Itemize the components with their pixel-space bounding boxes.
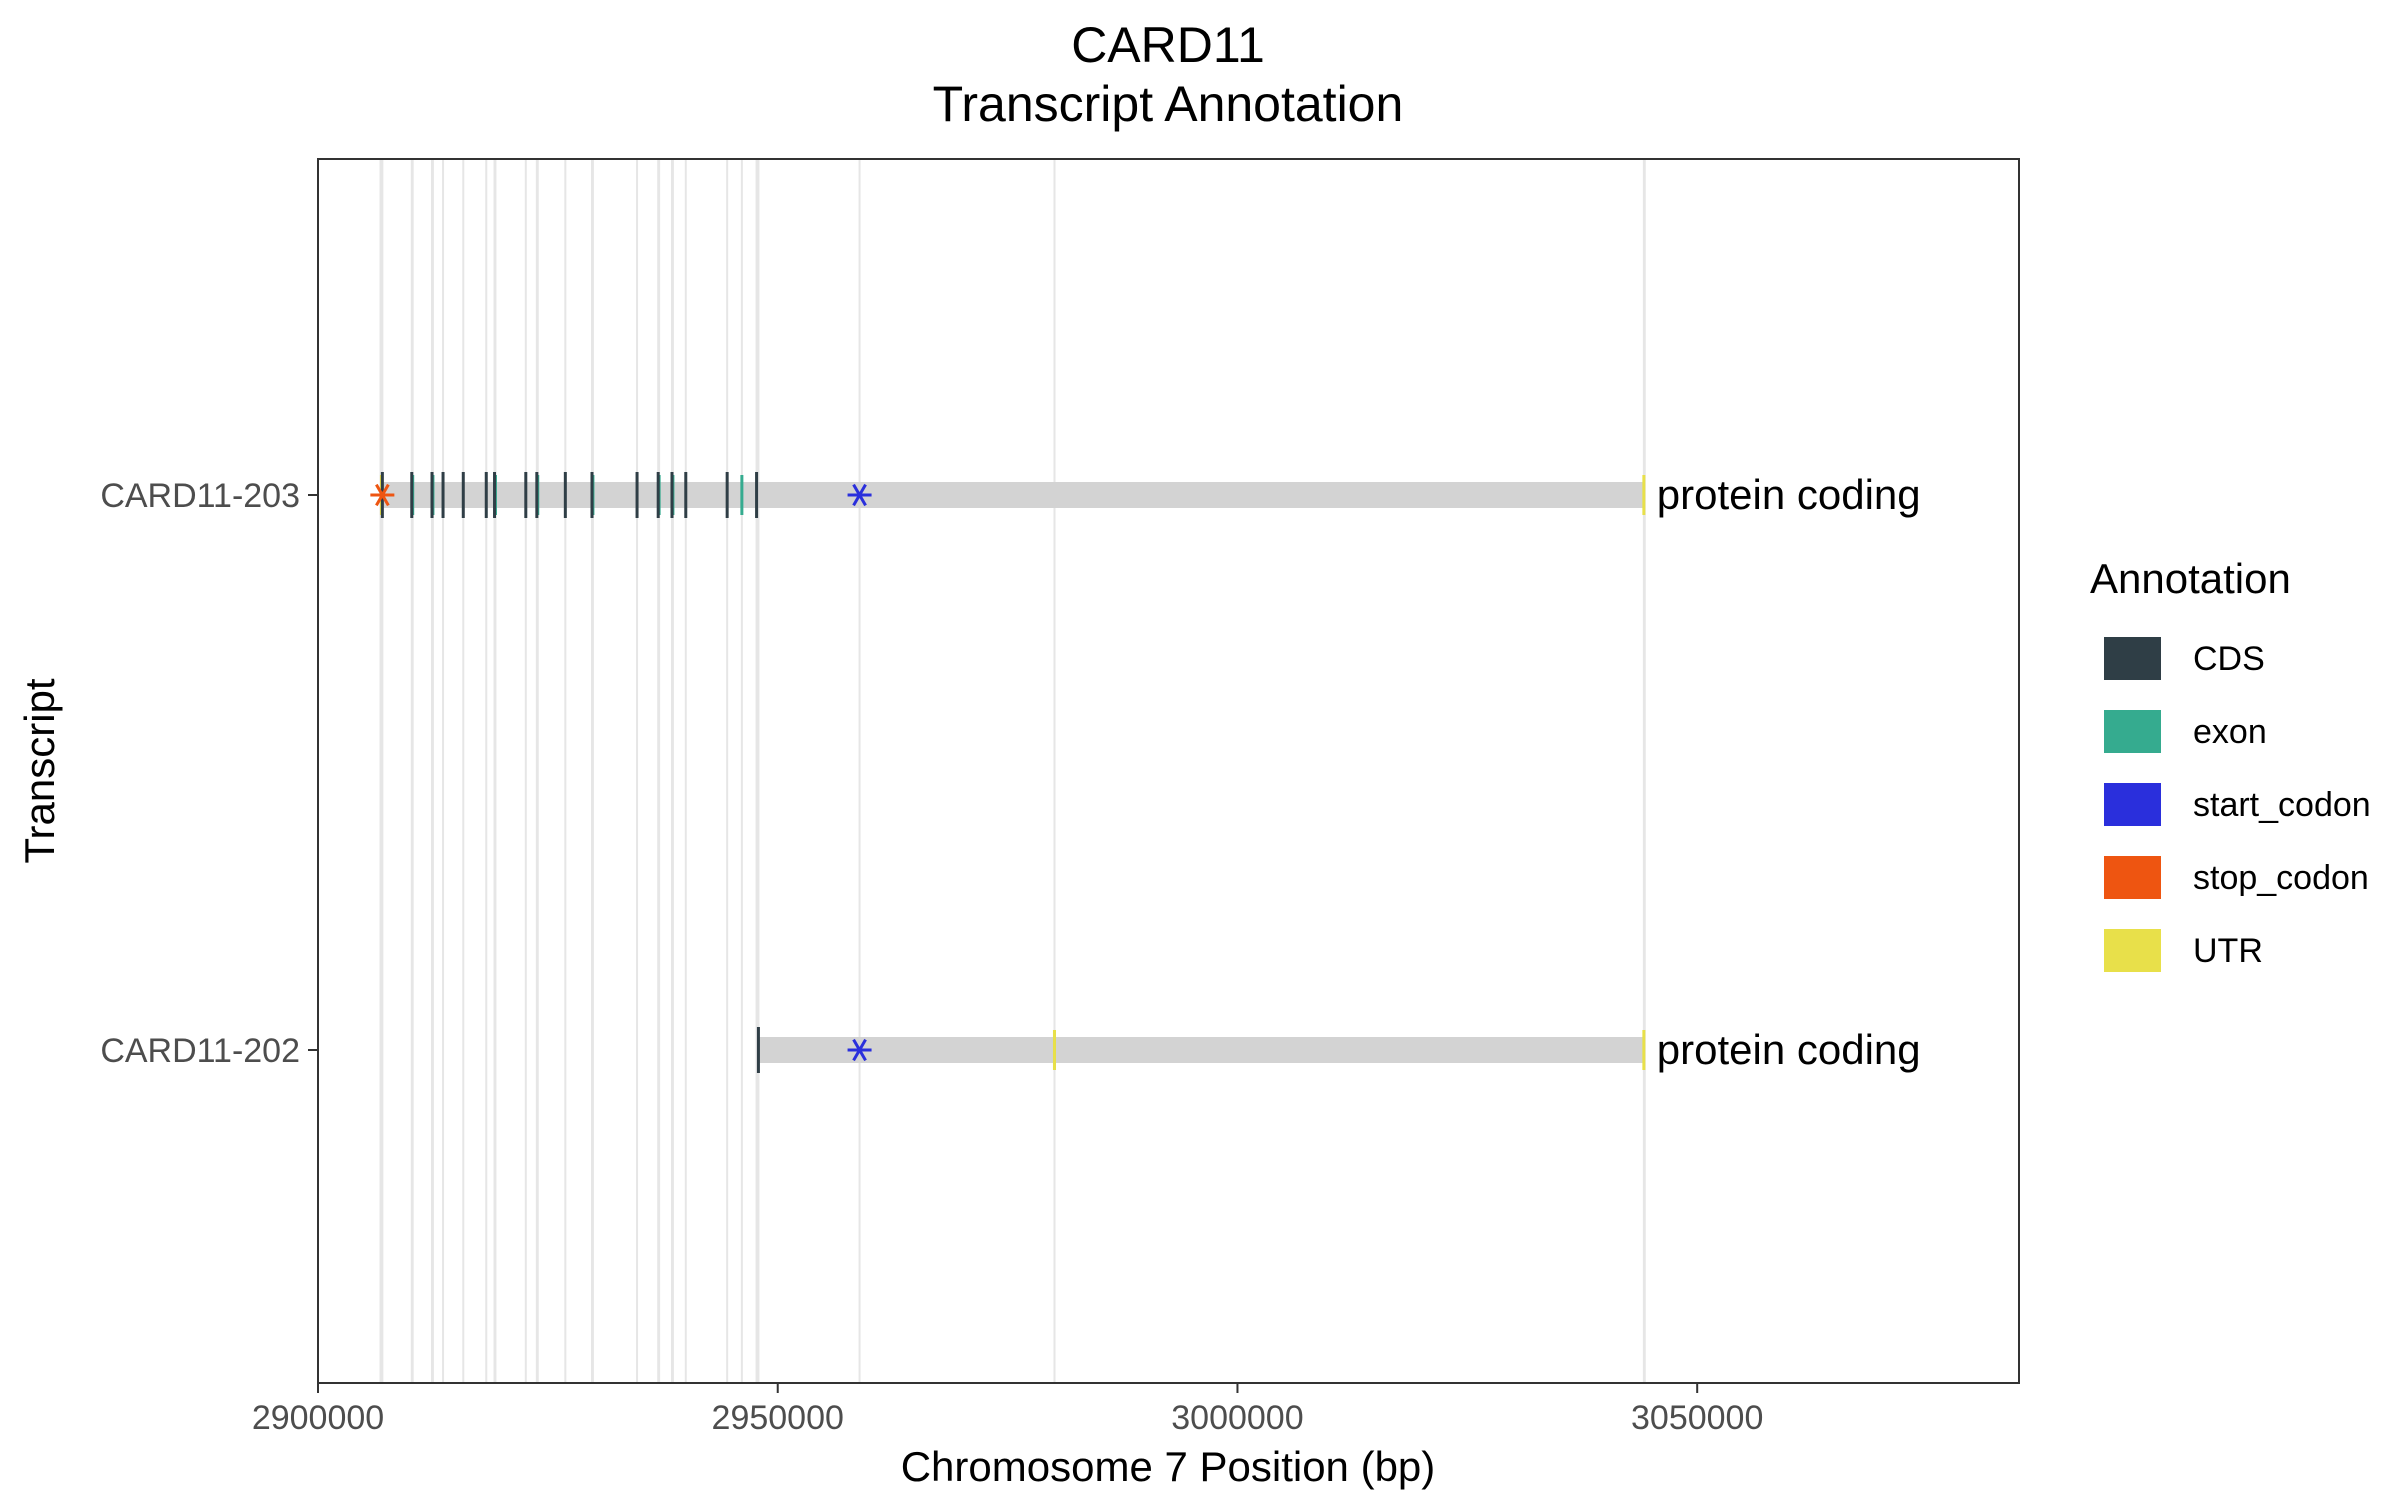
start_codon-mark xyxy=(847,1038,872,1062)
transcript-row: protein coding xyxy=(756,1026,1921,1073)
plot-panel xyxy=(318,159,2019,1383)
cds-mark xyxy=(493,472,497,518)
legend-key-start_codon xyxy=(2104,783,2161,826)
x-tick-label: 3050000 xyxy=(1631,1399,1763,1437)
cds-mark xyxy=(441,472,445,518)
transcript-row: protein coding xyxy=(370,471,1921,518)
exon-mark xyxy=(740,475,744,515)
legend-key-cds xyxy=(2104,637,2161,680)
plot-border xyxy=(317,158,2020,1384)
cds-mark xyxy=(484,472,488,518)
chart-title: CARD11 xyxy=(1071,17,1265,73)
cds-mark xyxy=(461,472,465,518)
cds-mark xyxy=(430,472,434,518)
biotype-label: protein coding xyxy=(1657,471,1921,518)
x-tick-label: 2900000 xyxy=(252,1399,384,1437)
legend-title: Annotation xyxy=(2090,555,2291,602)
legend-key-exon xyxy=(2104,710,2161,753)
cds-mark xyxy=(590,472,594,518)
y-tick-label: CARD11-203 xyxy=(100,477,300,515)
start_codon-stroke xyxy=(852,483,867,507)
x-tick-label: 3000000 xyxy=(1171,1399,1303,1437)
legend-label: UTR xyxy=(2193,932,2263,970)
transcripts: protein coding protein coding xyxy=(370,471,1921,1073)
y-axis: CARD11-203 CARD11-202 xyxy=(100,477,318,1070)
cds-mark xyxy=(756,1027,760,1073)
chart-subtitle: Transcript Annotation xyxy=(933,76,1404,132)
utr-mark xyxy=(1052,1030,1056,1070)
x-tick-label: 2950000 xyxy=(712,1399,844,1437)
x-axis-title: Chromosome 7 Position (bp) xyxy=(901,1443,1436,1490)
stop_codon-stroke xyxy=(375,483,390,507)
cds-mark xyxy=(563,472,567,518)
grid-lines xyxy=(379,159,1646,1383)
stop_codon-mark xyxy=(370,483,395,507)
legend-label: start_codon xyxy=(2193,786,2371,824)
cds-mark xyxy=(635,472,639,518)
cds-mark xyxy=(524,472,528,518)
cds-mark xyxy=(410,472,414,518)
x-axis: 2900000 2950000 3000000 3050000 xyxy=(252,1383,1763,1437)
legend-label: exon xyxy=(2193,713,2267,751)
start_codon-stroke xyxy=(852,1038,867,1062)
transcript-bar xyxy=(757,1037,1645,1063)
cds-mark xyxy=(755,472,759,518)
legend: Annotation CDS exon start_codon stop_codon U… xyxy=(2090,555,2371,972)
y-axis-title: Transcript xyxy=(16,678,63,863)
cds-mark xyxy=(670,472,674,518)
transcript-bar xyxy=(380,482,1645,508)
legend-key-stop_codon xyxy=(2104,856,2161,899)
legend-label: stop_codon xyxy=(2193,859,2369,897)
cds-mark xyxy=(725,472,729,518)
cds-mark xyxy=(656,472,660,518)
utr-mark xyxy=(1642,475,1646,515)
y-tick-label: CARD11-202 xyxy=(100,1032,300,1070)
legend-label: CDS xyxy=(2193,640,2265,678)
start_codon-mark xyxy=(847,483,872,507)
cds-mark xyxy=(684,472,688,518)
cds-mark xyxy=(535,472,539,518)
biotype-label: protein coding xyxy=(1657,1026,1921,1073)
utr-mark xyxy=(1642,1030,1646,1070)
legend-key-utr xyxy=(2104,929,2161,972)
